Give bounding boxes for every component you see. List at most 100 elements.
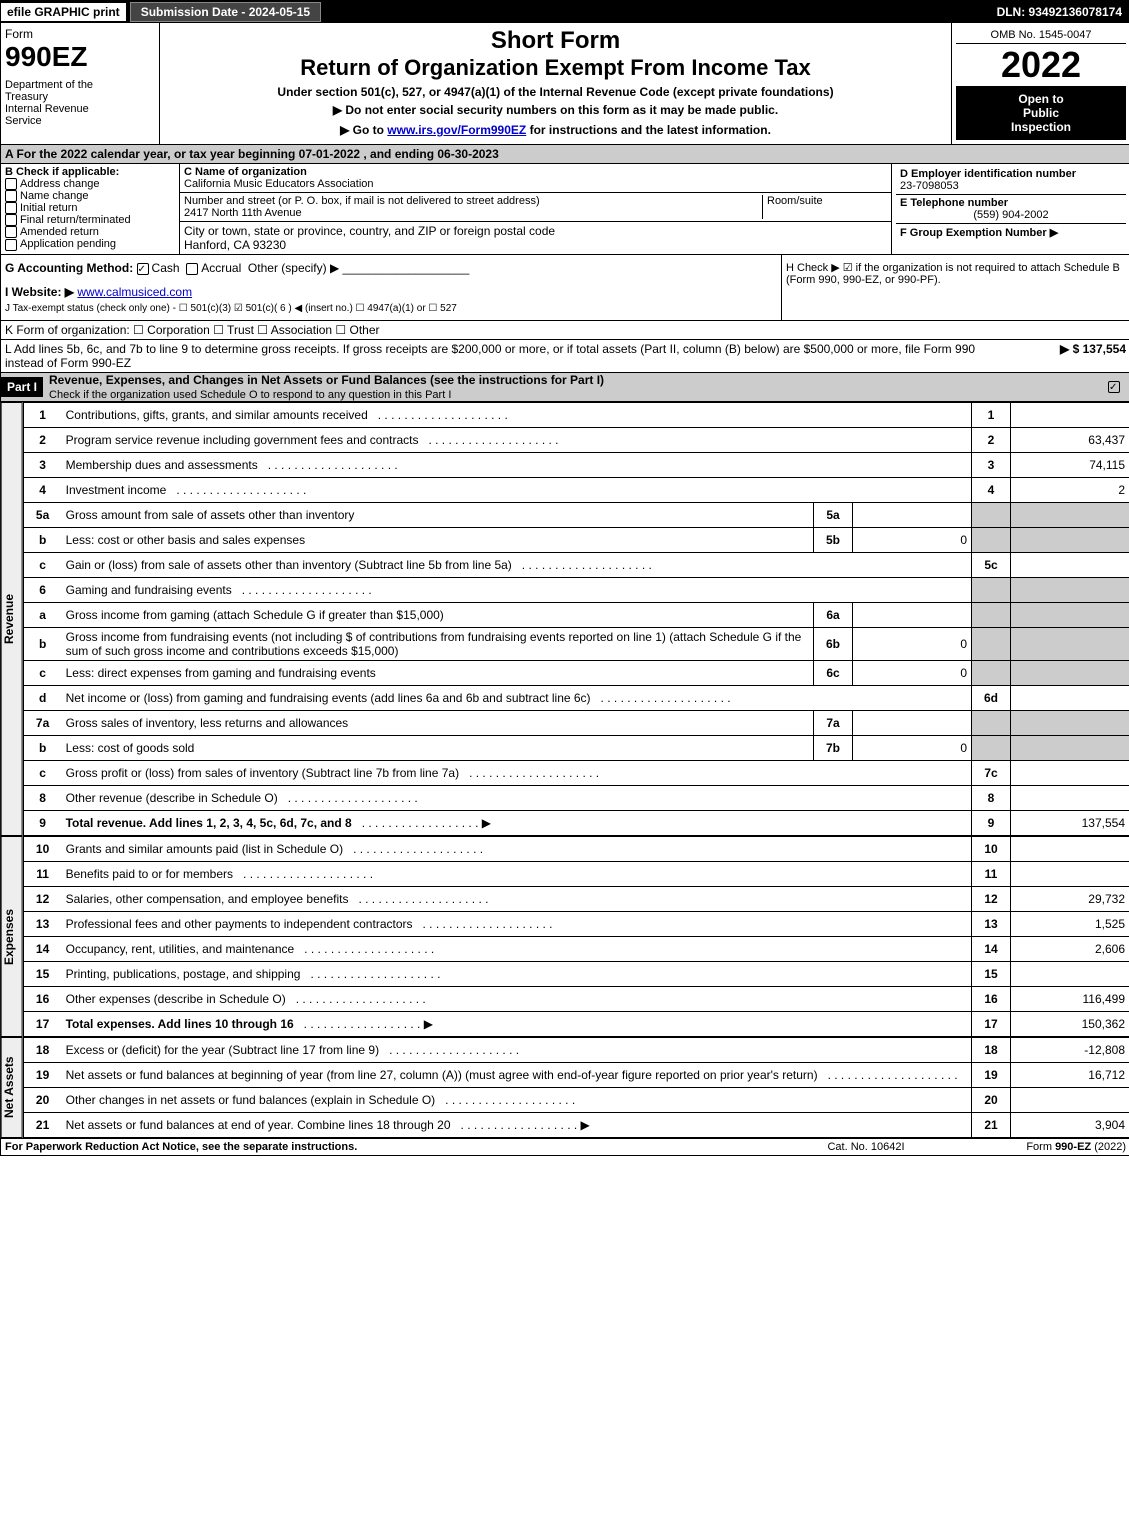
subline-number: 7b <box>814 736 853 761</box>
line-ref: 9 <box>972 811 1011 836</box>
line-number: b <box>23 628 62 661</box>
table-row: aGross income from gaming (attach Schedu… <box>23 603 1129 628</box>
subline-number: 7a <box>814 711 853 736</box>
line-number: 3 <box>23 453 62 478</box>
line-amount <box>1011 736 1129 761</box>
cb-initial-return[interactable]: Initial return <box>5 202 175 214</box>
line-desc: Net assets or fund balances at beginning… <box>62 1063 972 1088</box>
line-number: 12 <box>23 887 62 912</box>
netassets-label: Net Assets <box>1 1037 23 1138</box>
line-desc: Membership dues and assessments . . . . … <box>62 453 972 478</box>
line-desc: Benefits paid to or for members . . . . … <box>62 862 972 887</box>
short-form-title: Short Form <box>164 27 947 55</box>
cb-name-change[interactable]: Name change <box>5 190 175 202</box>
line-desc: Less: direct expenses from gaming and fu… <box>62 661 814 686</box>
footer-left: For Paperwork Reduction Act Notice, see … <box>5 1141 766 1153</box>
line-number: 21 <box>23 1113 62 1138</box>
row-h: H Check ▶ ☑ if the organization is not r… <box>782 255 1129 320</box>
subline-number: 5a <box>814 503 853 528</box>
line-desc: Net income or (loss) from gaming and fun… <box>62 686 972 711</box>
netassets-table: 18Excess or (deficit) for the year (Subt… <box>23 1037 1129 1138</box>
part1-header-row: Part I Revenue, Expenses, and Changes in… <box>1 373 1129 402</box>
line-desc: Grants and similar amounts paid (list in… <box>62 837 972 862</box>
line-desc: Excess or (deficit) for the year (Subtra… <box>62 1038 972 1063</box>
line-ref <box>972 628 1011 661</box>
cb-address-change[interactable]: Address change <box>5 178 175 190</box>
cb-cash[interactable] <box>137 263 149 275</box>
line-amount <box>1011 837 1129 862</box>
irs-link[interactable]: www.irs.gov/Form990EZ <box>387 123 526 137</box>
phone-label: E Telephone number <box>900 197 1122 209</box>
rows-g-h: G Accounting Method: Cash Accrual Other … <box>1 255 1129 321</box>
subline-value: 0 <box>853 736 972 761</box>
line-ref: 19 <box>972 1063 1011 1088</box>
line-number: 6 <box>23 578 62 603</box>
table-row: 18Excess or (deficit) for the year (Subt… <box>23 1038 1129 1063</box>
group-exemption-label: F Group Exemption Number ▶ <box>900 227 1058 239</box>
line-amount <box>1011 578 1129 603</box>
under-section: Under section 501(c), 527, or 4947(a)(1)… <box>164 85 947 99</box>
table-row: 12Salaries, other compensation, and empl… <box>23 887 1129 912</box>
table-row: 3Membership dues and assessments . . . .… <box>23 453 1129 478</box>
org-name-label: C Name of organization <box>184 166 887 178</box>
box-b: B Check if applicable: Address change Na… <box>1 164 180 254</box>
line-number: 9 <box>23 811 62 836</box>
line-desc: Gaming and fundraising events . . . . . … <box>62 578 972 603</box>
table-row: 21Net assets or fund balances at end of … <box>23 1113 1129 1138</box>
revenue-table: 1Contributions, gifts, grants, and simil… <box>23 402 1129 836</box>
box-b-label: B Check if applicable: <box>5 166 175 178</box>
room-suite-label: Room/suite <box>762 195 887 219</box>
line-number: 1 <box>23 403 62 428</box>
line-number: 15 <box>23 962 62 987</box>
table-row: cGross profit or (loss) from sales of in… <box>23 761 1129 786</box>
line-ref: 21 <box>972 1113 1011 1138</box>
line-desc: Gross profit or (loss) from sales of inv… <box>62 761 972 786</box>
line-amount: 74,115 <box>1011 453 1129 478</box>
line-desc: Printing, publications, postage, and shi… <box>62 962 972 987</box>
line-desc: Occupancy, rent, utilities, and maintena… <box>62 937 972 962</box>
row-l-amount: ▶ $ 137,554 <box>1006 342 1126 370</box>
cb-application-pending[interactable]: Application pending <box>5 238 175 250</box>
line-number: b <box>23 528 62 553</box>
form-header: Form 990EZ Department of theTreasuryInte… <box>1 23 1129 145</box>
line-desc: Total expenses. Add lines 10 through 16 … <box>62 1012 972 1037</box>
box-def: D Employer identification number 23-7098… <box>891 164 1129 254</box>
table-row: dNet income or (loss) from gaming and fu… <box>23 686 1129 711</box>
table-row: 2Program service revenue including gover… <box>23 428 1129 453</box>
line-number: 2 <box>23 428 62 453</box>
table-row: 9Total revenue. Add lines 1, 2, 3, 4, 5c… <box>23 811 1129 836</box>
line-ref: 13 <box>972 912 1011 937</box>
city-value: Hanford, CA 93230 <box>184 238 887 252</box>
website-link[interactable]: www.calmusiced.com <box>77 285 192 299</box>
cb-schedule-o[interactable] <box>1108 381 1120 393</box>
line-amount: 16,712 <box>1011 1063 1129 1088</box>
line-amount <box>1011 962 1129 987</box>
line-number: a <box>23 603 62 628</box>
table-row: 14Occupancy, rent, utilities, and mainte… <box>23 937 1129 962</box>
table-row: bLess: cost or other basis and sales exp… <box>23 528 1129 553</box>
line-ref: 3 <box>972 453 1011 478</box>
line-desc: Less: cost of goods sold <box>62 736 814 761</box>
submission-date: Submission Date - 2024-05-15 <box>130 2 321 22</box>
line-desc: Total revenue. Add lines 1, 2, 3, 4, 5c,… <box>62 811 972 836</box>
goto-link[interactable]: ▶ Go to www.irs.gov/Form990EZ for instru… <box>164 123 947 137</box>
line-number: c <box>23 553 62 578</box>
table-row: bLess: cost of goods sold7b0 <box>23 736 1129 761</box>
expenses-label: Expenses <box>1 836 23 1037</box>
line-number: 4 <box>23 478 62 503</box>
subline-number: 6c <box>814 661 853 686</box>
table-row: 17Total expenses. Add lines 10 through 1… <box>23 1012 1129 1037</box>
phone-value: (559) 904-2002 <box>900 209 1122 221</box>
efile-label: efile GRAPHIC print <box>1 3 126 21</box>
footer-right: Form 990-EZ (2022) <box>966 1141 1126 1153</box>
line-amount: 29,732 <box>1011 887 1129 912</box>
cb-accrual[interactable] <box>186 263 198 275</box>
line-amount <box>1011 862 1129 887</box>
cb-amended-return[interactable]: Amended return <box>5 226 175 238</box>
subline-value: 0 <box>853 661 972 686</box>
table-row: 5aGross amount from sale of assets other… <box>23 503 1129 528</box>
table-row: cGain or (loss) from sale of assets othe… <box>23 553 1129 578</box>
cb-final-return[interactable]: Final return/terminated <box>5 214 175 226</box>
line-number: 11 <box>23 862 62 887</box>
form-990ez-page: efile GRAPHIC print Submission Date - 20… <box>0 0 1129 1156</box>
